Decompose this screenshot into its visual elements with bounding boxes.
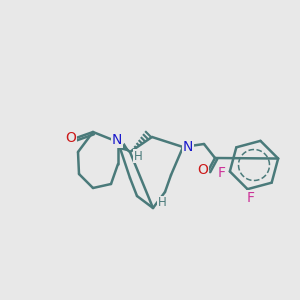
Text: H: H (134, 149, 142, 163)
Text: N: N (112, 133, 122, 147)
Text: F: F (247, 191, 254, 205)
Text: O: O (198, 163, 208, 177)
Text: O: O (66, 131, 76, 145)
Text: F: F (218, 167, 226, 181)
Text: H: H (158, 196, 166, 209)
Polygon shape (120, 143, 130, 152)
Text: N: N (183, 140, 193, 154)
